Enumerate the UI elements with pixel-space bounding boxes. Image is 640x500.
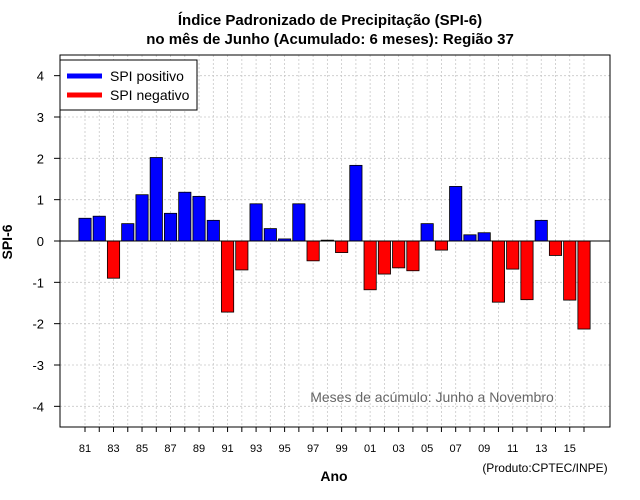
y-tick-label: -3 bbox=[32, 358, 44, 373]
bar-1988 bbox=[178, 191, 192, 242]
accumulation-annotation: Meses de acúmulo: Junho a Novembro bbox=[310, 389, 554, 405]
bar-1996 bbox=[292, 203, 306, 242]
x-tick-label: 01 bbox=[364, 443, 376, 455]
legend-label-positive: SPI positivo bbox=[110, 68, 184, 84]
y-tick-label: 4 bbox=[37, 69, 44, 84]
x-tick-label: 03 bbox=[393, 443, 405, 455]
x-tick-label: 07 bbox=[450, 443, 462, 455]
x-axis-label: Ano bbox=[320, 468, 347, 484]
bar-1992 bbox=[235, 240, 249, 271]
bar-1987 bbox=[164, 212, 178, 242]
bar-2010 bbox=[491, 240, 505, 303]
x-tick-label: 99 bbox=[336, 443, 348, 455]
y-tick-label: 0 bbox=[37, 234, 44, 249]
x-tick-label: 81 bbox=[79, 443, 91, 455]
legend: SPI positivo SPI negativo bbox=[59, 59, 198, 111]
bar-2004 bbox=[406, 240, 420, 272]
bar-2001 bbox=[363, 240, 377, 291]
x-tick-label: 15 bbox=[564, 443, 576, 455]
bar-2011 bbox=[506, 240, 520, 270]
bar-2006 bbox=[434, 240, 448, 251]
x-tick-label: 85 bbox=[136, 443, 148, 455]
y-tick-label: 1 bbox=[37, 193, 44, 208]
bar-2002 bbox=[377, 240, 391, 275]
y-tick-label: -1 bbox=[32, 275, 44, 290]
bar-1994 bbox=[263, 228, 277, 242]
bar-2008 bbox=[463, 234, 477, 242]
y-tick-label: 2 bbox=[37, 151, 44, 166]
x-tick-label: 87 bbox=[164, 443, 176, 455]
bar-1999 bbox=[335, 240, 349, 253]
bar-2015 bbox=[563, 240, 577, 301]
credit-text: (Produto:CPTEC/INPE) bbox=[482, 461, 607, 475]
bar-1981 bbox=[78, 217, 92, 242]
legend-box bbox=[59, 59, 198, 111]
y-tick-label: 3 bbox=[37, 110, 44, 125]
x-tick-label: 09 bbox=[478, 443, 490, 455]
x-tick-label: 93 bbox=[250, 443, 262, 455]
bar-1985 bbox=[135, 194, 149, 242]
bar-1997 bbox=[306, 240, 320, 262]
chart-subtitle: no mês de Junho (Acumulado: 6 meses): Re… bbox=[146, 31, 514, 48]
bar-2016 bbox=[577, 240, 591, 330]
bar-2014 bbox=[548, 240, 563, 256]
x-tick-label: 05 bbox=[421, 443, 433, 455]
bar-2003 bbox=[392, 240, 406, 269]
bar-1991 bbox=[221, 240, 235, 313]
axes bbox=[59, 54, 611, 428]
y-axis-label: SPI-6 bbox=[0, 224, 15, 259]
x-tick-label: 97 bbox=[307, 443, 319, 455]
x-tick-label: 89 bbox=[193, 443, 205, 455]
chart-title: Índice Padronizado de Precipitação (SPI-… bbox=[178, 12, 482, 29]
x-tick-label: 91 bbox=[221, 443, 233, 455]
y-tick-label: -2 bbox=[32, 317, 44, 332]
bars-group bbox=[78, 157, 591, 330]
bar-2013 bbox=[534, 219, 548, 242]
x-tick-label: 83 bbox=[107, 443, 119, 455]
x-tick-label: 11 bbox=[507, 443, 518, 455]
bar-1986 bbox=[149, 157, 163, 242]
bar-1983 bbox=[106, 240, 121, 279]
x-tick-labels: 81 83 85 87 89 91 93 95 97 99 01 03 05 07 09 11 13 15 bbox=[79, 427, 585, 455]
bar-1990 bbox=[206, 219, 220, 242]
bar-2000 bbox=[349, 164, 363, 242]
bar-1984 bbox=[121, 223, 135, 242]
x-tick-label: 13 bbox=[535, 443, 547, 455]
bar-2009 bbox=[477, 232, 491, 242]
x-tick-label: 95 bbox=[278, 443, 290, 455]
bar-1993 bbox=[249, 203, 263, 242]
y-tick-label: -4 bbox=[32, 399, 44, 414]
bar-1989 bbox=[192, 195, 206, 242]
bar-2005 bbox=[420, 223, 434, 242]
y-tick-labels: 4 3 2 1 0 -1 -2 -3 -4 bbox=[32, 69, 60, 414]
bar-1982 bbox=[92, 215, 106, 242]
legend-label-negative: SPI negativo bbox=[110, 87, 190, 103]
bar-2007 bbox=[449, 186, 463, 242]
bar-2012 bbox=[520, 240, 534, 301]
